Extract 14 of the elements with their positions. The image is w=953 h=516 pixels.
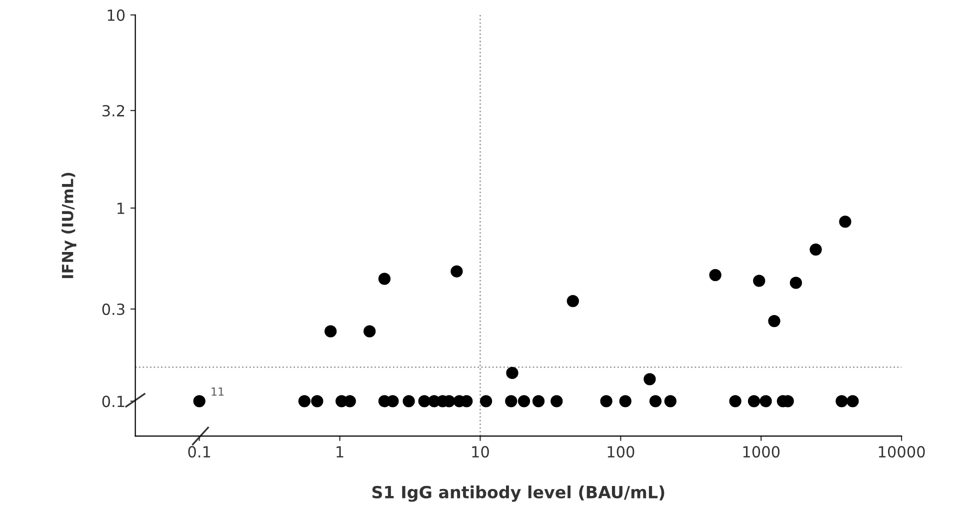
- y-tick-label: 10: [108, 9, 125, 21]
- x-axis-title: S1 IgG antibody level (BAU/mL): [372, 486, 664, 502]
- x-tick-label: 100: [608, 446, 634, 458]
- y-tick-label: 3.2: [102, 104, 124, 117]
- y-tick-label: 0.3: [102, 304, 124, 316]
- x-tick-label: 10: [472, 446, 489, 458]
- x-tick-label: 1: [336, 446, 344, 458]
- x-tick-label: 10000: [878, 446, 925, 458]
- x-tick-label: 0.1: [188, 446, 210, 458]
- x-tick-label: 1000: [743, 446, 780, 458]
- y-tick-label: 1: [118, 202, 124, 214]
- annotation: 11: [212, 388, 224, 396]
- y-tick-label: 0.1: [102, 396, 124, 408]
- y-axis-title: IFNγ (IU/mL): [62, 172, 76, 278]
